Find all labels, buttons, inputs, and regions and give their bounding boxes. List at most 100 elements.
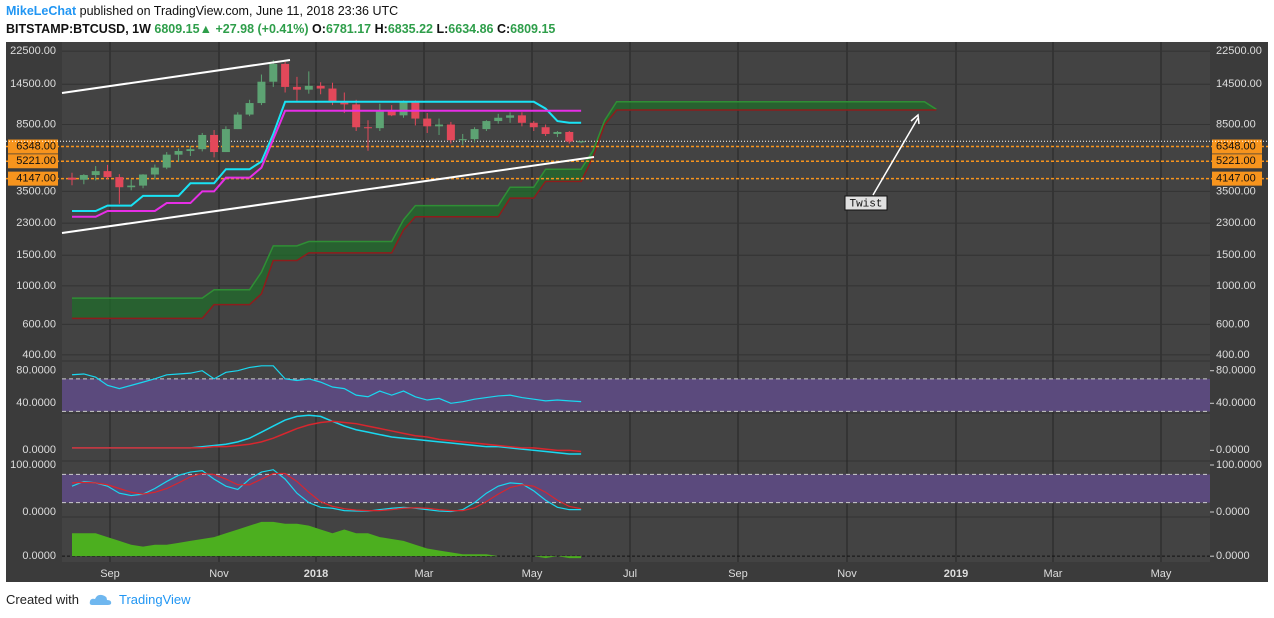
candle-body	[198, 134, 207, 150]
candle-body	[541, 127, 550, 134]
layers: Sep Nov 2018 Mar May Jul Sep Nov 2019 Mar May 22500…	[6, 42, 1268, 580]
candle-body	[115, 177, 124, 188]
candle-body	[399, 101, 408, 116]
candle-body	[316, 85, 325, 89]
published: published on TradingView.com, June 11, 2…	[79, 4, 399, 18]
level-label-right: 6348.00	[1216, 140, 1256, 152]
price-pane	[62, 42, 1210, 360]
candle-body	[79, 175, 88, 180]
level-tag	[8, 139, 58, 154]
footer: Created with TradingView	[6, 592, 191, 607]
stoch-line	[71, 469, 582, 513]
level-label-right: 5221.00	[1216, 155, 1256, 167]
indicator-line	[72, 109, 582, 218]
level-band	[62, 378, 1210, 412]
y-tick-label: 0.0000	[22, 444, 56, 456]
candle-body	[233, 114, 242, 130]
x-tick-label: Jul	[623, 568, 637, 580]
candle-body	[139, 174, 148, 186]
x-tick-label: Nov	[209, 568, 229, 580]
y-tick-label: 2300.00	[16, 217, 56, 229]
candle-body	[482, 121, 491, 130]
y-tick-label: 100.0000	[10, 459, 56, 471]
level-tag	[8, 154, 58, 169]
y-tick-label: 1000.00	[16, 280, 56, 292]
author[interactable]: MikeLeChat	[6, 4, 77, 18]
y-tick-label: 14500.00	[10, 78, 56, 90]
level-label: 6348.00	[16, 140, 56, 152]
candle-body	[352, 104, 361, 128]
upper-trendline	[61, 59, 291, 94]
x-tick-label: Sep	[728, 568, 748, 580]
y-tick-label: 0.0000	[22, 550, 56, 562]
level-tag-right	[1212, 171, 1262, 186]
lower-trendline	[61, 156, 595, 234]
arrow-head	[910, 113, 920, 125]
y-tick-label: 22500.00	[10, 45, 56, 57]
quote-line: BITSTAMP:BTCUSD, 1W 6809.15▲ +27.98 (+0.…	[6, 20, 555, 38]
y-tick-label-right: 22500.00	[1216, 45, 1262, 57]
candle-body	[565, 131, 574, 142]
h-label: H:	[374, 22, 388, 36]
candle-body	[221, 129, 230, 153]
y-tick-label-right: 40.0000	[1216, 397, 1256, 409]
level-band	[62, 474, 1210, 503]
y-tick-label-right: 2300.00	[1216, 217, 1256, 229]
level-tag-right	[1212, 154, 1262, 169]
y-tick-label-right: 600.00	[1216, 318, 1250, 330]
candle-body	[269, 63, 278, 82]
level-tag	[8, 171, 58, 186]
up-arrow: ▲	[199, 22, 212, 36]
x-tick-label: May	[1151, 568, 1172, 580]
footer-brand[interactable]: TradingView	[118, 592, 191, 607]
indicator-line	[72, 100, 582, 212]
level-label-right: 4147.00	[1216, 173, 1256, 185]
candle-body	[553, 131, 562, 134]
y-tick-label-right: 80.0000	[1216, 365, 1256, 377]
y-tick-label-right: 14500.00	[1216, 78, 1262, 90]
candle-body	[506, 115, 515, 118]
candle-body	[435, 124, 444, 127]
x-tick-label: 2019	[944, 568, 968, 580]
header: MikeLeChat published on TradingView.com,…	[6, 2, 555, 38]
y-tick-label-right: 8500.00	[1216, 118, 1256, 130]
level-label: 5221.00	[16, 155, 56, 167]
candle-body	[304, 85, 313, 90]
candle-body	[387, 110, 396, 116]
candle-body	[292, 86, 301, 90]
candle-body	[150, 167, 159, 175]
x-tick-label: Mar	[415, 568, 434, 580]
macd-pane	[62, 414, 1210, 460]
y-tick-label-right: 3500.00	[1216, 185, 1256, 197]
x-tick-label: Nov	[837, 568, 857, 580]
x-tick-label: May	[522, 568, 543, 580]
y-tick-label: 0.0000	[22, 506, 56, 518]
y-tick-label: 80.0000	[16, 365, 56, 377]
candle-body	[364, 127, 372, 129]
candle-body	[174, 151, 183, 155]
candle-body	[328, 88, 337, 102]
candle-body	[281, 63, 290, 87]
symbol: BITSTAMP:BTCUSD, 1W	[6, 22, 151, 36]
candle-body	[257, 81, 266, 104]
o-label: O:	[312, 22, 326, 36]
rsi-line	[71, 365, 582, 404]
c-label: C:	[496, 22, 511, 36]
y-tick-label-right: 1000.00	[1216, 280, 1256, 292]
x-tick-label: Sep	[100, 568, 120, 580]
candle-body	[340, 101, 349, 105]
y-tick-label: 400.00	[22, 349, 56, 361]
candle-body	[494, 117, 503, 122]
y-tick-label-right: 100.0000	[1216, 459, 1262, 471]
level-tag-right	[1212, 139, 1262, 154]
candle-body	[210, 134, 219, 153]
logo	[89, 594, 112, 605]
candle-body	[529, 122, 538, 128]
y-tick-label-right: 0.0000	[1216, 506, 1250, 518]
publish-line: MikeLeChat published on TradingView.com,…	[6, 2, 555, 20]
candle-body	[68, 177, 76, 180]
y-tick-label-right: 0.0000	[1216, 550, 1250, 562]
y-tick-label-right: 400.00	[1216, 349, 1250, 361]
x-tick-label: 2018	[304, 568, 328, 580]
change: +27.98 (+0.41%)	[215, 22, 309, 36]
